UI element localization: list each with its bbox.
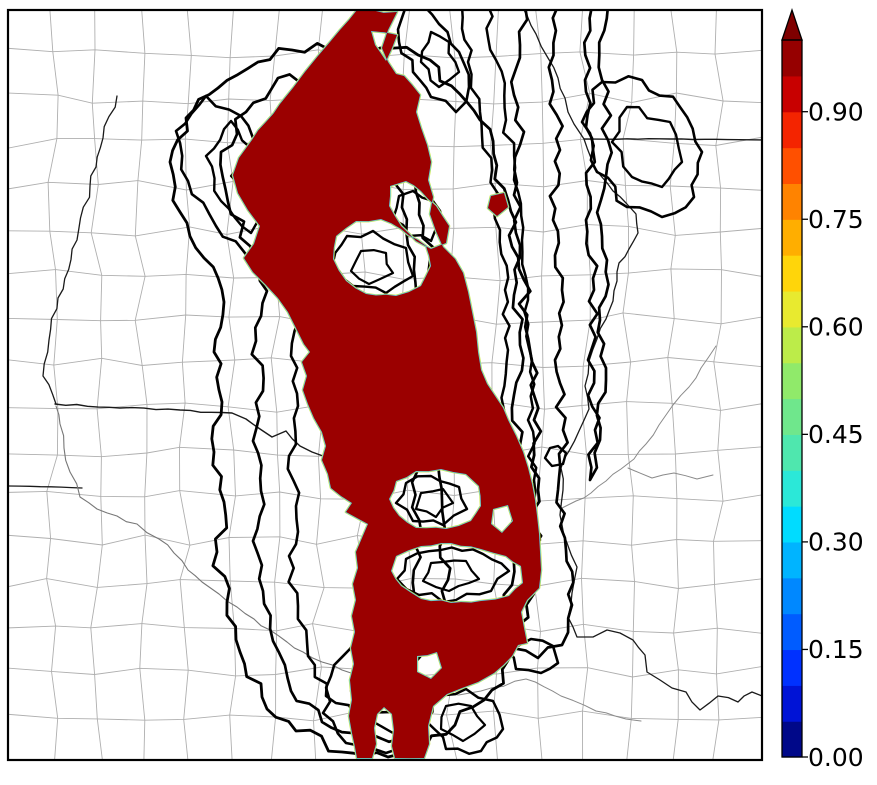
colorbar-segment xyxy=(782,362,802,400)
ensemble-contour xyxy=(349,249,395,286)
colorbar-segment xyxy=(782,75,802,113)
colorbar-segment xyxy=(782,506,802,543)
colorbar-segment xyxy=(782,219,802,256)
colorbar-tick-label: 0.45 xyxy=(808,420,864,449)
county-line xyxy=(46,11,59,759)
colorbar-segment xyxy=(782,721,802,758)
colorbar-segment xyxy=(782,541,802,579)
illinois-river xyxy=(561,345,717,509)
colorbar-segment xyxy=(782,255,802,292)
state-borders xyxy=(9,11,761,722)
mississippi-river xyxy=(523,11,761,711)
colorbar-segment xyxy=(782,577,802,615)
county-line xyxy=(667,11,679,759)
missouri-river-southeast xyxy=(55,405,358,676)
ensemble-contour xyxy=(168,42,543,759)
county-line xyxy=(90,11,103,759)
colorbar-segment xyxy=(782,685,802,722)
county-line xyxy=(9,268,761,282)
map-frame xyxy=(6,8,764,762)
county-line xyxy=(534,11,545,759)
ensemble-contour xyxy=(395,546,511,604)
colorbar-segment xyxy=(782,40,802,77)
ensemble-contour xyxy=(580,75,704,219)
ensemble-contour xyxy=(421,559,481,593)
colorbar-segment xyxy=(782,434,802,471)
ensemble-contour xyxy=(419,30,461,89)
ensemble-contour xyxy=(500,11,575,660)
iowa-missouri-border xyxy=(54,403,324,457)
county-line xyxy=(712,11,724,759)
river-branch-east xyxy=(627,467,714,480)
county-line xyxy=(579,11,591,759)
nebraska-kansas-border xyxy=(9,485,83,489)
ensemble-contour xyxy=(439,702,487,743)
county-line xyxy=(622,11,635,759)
ensemble-contour xyxy=(610,105,684,189)
colorbar-segment xyxy=(782,290,802,328)
colorbar-segment xyxy=(782,398,802,435)
probability-filled-region xyxy=(231,11,543,759)
colorbar-outline xyxy=(781,39,803,758)
colorbar-segment xyxy=(782,111,802,149)
ensemble-contour xyxy=(414,487,455,519)
colorbar-tick-label: 0.00 xyxy=(808,743,864,772)
colorbar-segment xyxy=(782,470,802,507)
ensemble-contour xyxy=(504,637,560,675)
colorbar-segment xyxy=(782,613,802,651)
ensemble-contour xyxy=(396,11,471,114)
colorbar: 0.00 0.15 0.30 0.45 0.60 0.75 0.90 xyxy=(781,7,864,772)
colorbar-segment xyxy=(782,326,802,364)
county-line xyxy=(9,224,761,237)
colorbar-tick-label: 0.30 xyxy=(808,528,864,557)
colorbar-tick-label: 0.90 xyxy=(808,97,864,126)
county-line xyxy=(134,11,148,759)
missouri-river-ne-ia xyxy=(42,95,118,405)
ensemble-contour xyxy=(394,474,469,527)
colorbar-tick-label: 0.15 xyxy=(808,635,864,664)
colorbar-segment xyxy=(782,649,802,686)
ensemble-contour xyxy=(543,444,568,468)
probability-fill xyxy=(233,11,541,759)
colorbar-segment xyxy=(782,183,802,220)
colorbar-tick-label: 0.60 xyxy=(808,313,864,342)
colorbar-segment xyxy=(782,147,802,184)
colorbar-tick-label: 0.75 xyxy=(808,205,864,234)
